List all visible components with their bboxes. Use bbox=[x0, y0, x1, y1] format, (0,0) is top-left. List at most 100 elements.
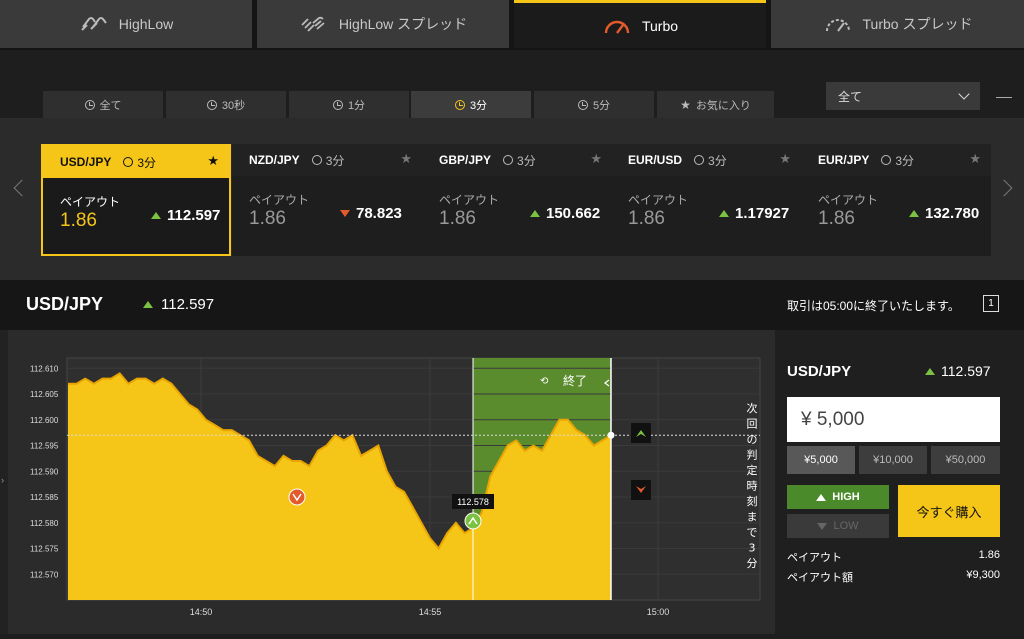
instrument-rate-value: 112.597 bbox=[161, 296, 215, 313]
favorite-star-icon[interactable]: ★ bbox=[207, 153, 219, 168]
amount-input[interactable]: ¥ 5,000 bbox=[787, 397, 1000, 442]
chevron-left-icon[interactable] bbox=[13, 179, 31, 197]
tab-highlow-label: HighLow bbox=[118, 16, 174, 32]
chart-canvas: 112.610 112.605 112.600 112.595 112.590 112.5… bbox=[30, 357, 761, 617]
filter-5m[interactable]: 5分 bbox=[534, 91, 654, 118]
asset-rate-value: 150.662 bbox=[546, 205, 601, 222]
quick-amount-50000[interactable]: ¥50,000 bbox=[931, 446, 1000, 474]
speedometer-icon bbox=[604, 20, 630, 34]
favorite-star-icon[interactable]: ★ bbox=[400, 151, 412, 166]
quick-amount-5000[interactable]: ¥5,000 bbox=[787, 446, 855, 474]
down-arrow-icon bbox=[340, 210, 350, 217]
filter-all[interactable]: 全て bbox=[43, 91, 163, 118]
clock-icon bbox=[123, 157, 134, 167]
panel-symbol: USD/JPY bbox=[787, 363, 852, 380]
favorite-star-icon[interactable]: ★ bbox=[590, 151, 602, 166]
chart-side-handle[interactable]: › bbox=[0, 330, 8, 634]
tab-highlow[interactable]: HighLow bbox=[0, 0, 252, 48]
down-arrow-icon bbox=[636, 486, 646, 493]
asset-duration: 3分 bbox=[503, 152, 536, 169]
down-arrow-icon bbox=[817, 522, 828, 530]
clock-icon bbox=[206, 99, 217, 110]
clock-icon bbox=[577, 99, 588, 110]
clock-icon bbox=[881, 155, 892, 165]
up-arrow-icon bbox=[925, 367, 935, 375]
window-icon-label: 1 bbox=[988, 298, 994, 309]
asset-rate: 112.597 bbox=[151, 207, 220, 224]
asset-card-nzd-jpy[interactable]: NZD/JPY 3分 ★ ペイアウト 1.86 78.823 bbox=[232, 144, 422, 256]
asset-duration-value: 3分 bbox=[325, 153, 345, 168]
x-tick-label: 14:50 bbox=[190, 607, 213, 617]
product-tabbar: HighLow HighLow スプレッド Turbo Turbo スプレッド bbox=[0, 0, 1024, 50]
asset-rate: 150.662 bbox=[530, 205, 600, 222]
high-trade-marker-icon bbox=[464, 512, 482, 530]
filter-all-label: 全て bbox=[99, 99, 122, 112]
payout-amount-label: ペイアウト額 bbox=[787, 572, 853, 584]
asset-rate: 132.780 bbox=[909, 205, 979, 222]
low-trade-marker-icon bbox=[288, 488, 306, 506]
favorite-star-icon[interactable]: ★ bbox=[779, 151, 791, 166]
asset-card-header: NZD/JPY 3分 bbox=[232, 144, 422, 176]
entry-rate-label: 112.578 bbox=[457, 497, 489, 507]
chevron-right-icon[interactable] bbox=[995, 179, 1013, 197]
high-button[interactable]: HIGH bbox=[787, 485, 889, 509]
buy-now-button[interactable]: 今すぐ購入 bbox=[898, 485, 1000, 537]
trade-panel: USD/JPY 112.597 ¥ 5,000 ¥5,000 ¥10,000 ¥… bbox=[775, 330, 1024, 634]
quick-amount-10000[interactable]: ¥10,000 bbox=[859, 446, 927, 474]
payout-value: 1.86 bbox=[439, 208, 476, 229]
price-chart[interactable]: › 112.610 112.605 112.600 112.595 112.590 112… bbox=[0, 330, 775, 634]
payout-amount-row: ペイアウト額 ¥9,300 bbox=[787, 569, 1000, 585]
favorite-star-icon[interactable]: ★ bbox=[969, 151, 981, 166]
filter-favorites-label: お気に入り bbox=[695, 99, 751, 112]
up-arrow-icon bbox=[719, 210, 729, 217]
asset-card-gbp-jpy[interactable]: GBP/JPY 3分 ★ ペイアウト 1.86 150.662 bbox=[422, 144, 612, 256]
filter-favorites[interactable]: ★ お気に入り bbox=[657, 91, 774, 118]
clock-icon bbox=[454, 99, 465, 110]
asset-filter-value: 全て bbox=[838, 89, 863, 104]
filter-30s-label: 30秒 bbox=[221, 99, 246, 112]
payout-label: ペイアウト bbox=[818, 193, 879, 207]
asset-rate: 78.823 bbox=[340, 205, 402, 222]
minimize-icon[interactable] bbox=[996, 97, 1012, 98]
asset-filter-select[interactable]: 全て bbox=[826, 82, 980, 110]
asset-card-eur-usd[interactable]: EUR/USD 3分 ★ ペイアウト 1.86 1.17927 bbox=[611, 144, 801, 256]
instrument-rate: 112.597 bbox=[143, 296, 214, 313]
up-arrow-icon bbox=[530, 210, 540, 217]
asset-card-usd-jpy[interactable]: USD/JPY 3分 ★ ペイアウト 1.86 112.597 bbox=[41, 144, 231, 256]
asset-duration: 3分 bbox=[694, 152, 727, 169]
countdown-char: 回 bbox=[747, 418, 758, 431]
countdown-char: 分 bbox=[747, 557, 758, 570]
current-rate-dot bbox=[607, 431, 615, 439]
asset-duration: 3分 bbox=[123, 154, 156, 171]
panel-rate-value: 112.597 bbox=[941, 363, 991, 379]
y-tick-label: 112.585 bbox=[30, 493, 59, 502]
filter-1m[interactable]: 1分 bbox=[289, 91, 409, 118]
chevron-down-icon bbox=[958, 88, 970, 100]
highlow-spread-icon bbox=[301, 16, 325, 32]
tab-turbo[interactable]: Turbo bbox=[514, 0, 766, 48]
tab-turbo-spread[interactable]: Turbo スプレッド bbox=[771, 0, 1024, 48]
window-icon[interactable]: 1 bbox=[983, 295, 999, 312]
history-icon: ⟲ bbox=[540, 376, 549, 387]
tab-highlow-spread[interactable]: HighLow スプレッド bbox=[257, 0, 509, 48]
payout-value: 1.86 bbox=[60, 210, 97, 231]
chevron-left-icon bbox=[604, 379, 610, 387]
countdown-char: 時 bbox=[747, 480, 758, 493]
y-tick-label: 112.605 bbox=[30, 390, 59, 399]
asset-card-eur-jpy[interactable]: EUR/JPY 3分 ★ ペイアウト 1.86 132.780 bbox=[801, 144, 991, 256]
down-chevron-icon bbox=[292, 493, 302, 502]
asset-rate: 1.17927 bbox=[719, 205, 789, 222]
low-button[interactable]: LOW bbox=[787, 514, 889, 538]
y-tick-label: 112.595 bbox=[30, 442, 59, 451]
asset-rate-value: 1.17927 bbox=[735, 205, 790, 222]
y-tick-label: 112.590 bbox=[30, 467, 59, 476]
filter-3m[interactable]: 3分 bbox=[411, 91, 531, 118]
countdown-char: 判 bbox=[747, 449, 758, 462]
asset-rate-value: 132.780 bbox=[925, 205, 980, 222]
tab-turbo-label: Turbo bbox=[641, 17, 679, 34]
low-button-label: LOW bbox=[833, 520, 859, 532]
asset-card-header: EUR/USD 3分 bbox=[611, 144, 801, 176]
price-area bbox=[68, 373, 611, 600]
filter-30s[interactable]: 30秒 bbox=[166, 91, 286, 118]
asset-duration-value: 3分 bbox=[517, 153, 536, 168]
